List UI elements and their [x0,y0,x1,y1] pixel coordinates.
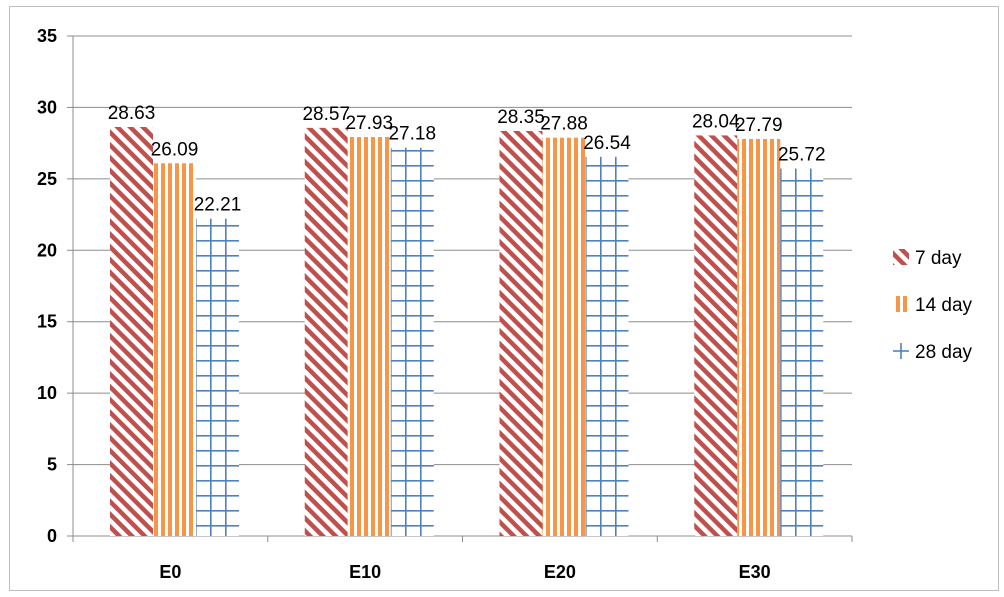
bar-7-day-E30 [694,135,738,536]
y-axis-ticks: 0 5 10 15 20 25 30 35 [37,26,57,546]
data-label: 27.79 [735,115,783,136]
y-tick-label: 20 [37,240,57,260]
y-tick-label: 5 [47,455,57,475]
legend-swatch-14-day [893,296,909,312]
x-axis-ticks: E0 E10 E20 E30 [159,562,770,582]
bar-28-day-E30 [780,168,824,537]
y-tick-label: 35 [37,26,57,46]
bar-14-day-E0 [153,163,196,537]
y-tick-label: 25 [37,169,57,189]
legend: 7 day 14 day 28 day [893,248,973,363]
legend-swatch-28-day [893,343,909,359]
bar-14-day-E20 [542,137,586,536]
bar-14-day-E30 [737,139,781,536]
data-label: 26.09 [151,139,199,160]
bar-7-day-E0 [110,127,153,536]
bars [110,127,824,537]
y-tick-label: 0 [47,526,57,546]
legend-label: 28 day [915,342,973,363]
data-label: 28.35 [497,107,545,128]
legend-swatch-7-day [893,249,909,265]
data-label: 27.93 [345,113,393,134]
x-tick-label: E20 [544,562,576,582]
bar-14-day-E10 [347,137,391,536]
bar-28-day-E10 [390,147,434,536]
y-tick-label: 30 [37,97,57,117]
data-label: 28.63 [108,103,156,124]
x-tick-label: E0 [159,562,181,582]
data-label: 22.21 [194,195,242,216]
legend-label: 7 day [915,248,962,269]
y-tick-label: 10 [37,383,57,403]
bar-7-day-E10 [304,127,348,536]
data-label: 27.18 [388,124,436,145]
x-tick-label: E10 [349,562,381,582]
data-label: 26.54 [583,133,631,154]
data-label: 25.72 [778,145,826,166]
x-tick-label: E30 [739,562,771,582]
bar-7-day-E20 [499,131,543,536]
data-label: 27.88 [540,114,588,135]
legend-label: 14 day [915,295,973,316]
data-label: 28.57 [302,104,350,125]
y-tick-label: 15 [37,312,57,332]
bar-28-day-E0 [196,218,239,536]
data-label: 28.04 [692,111,740,132]
bar-28-day-E20 [585,156,629,536]
